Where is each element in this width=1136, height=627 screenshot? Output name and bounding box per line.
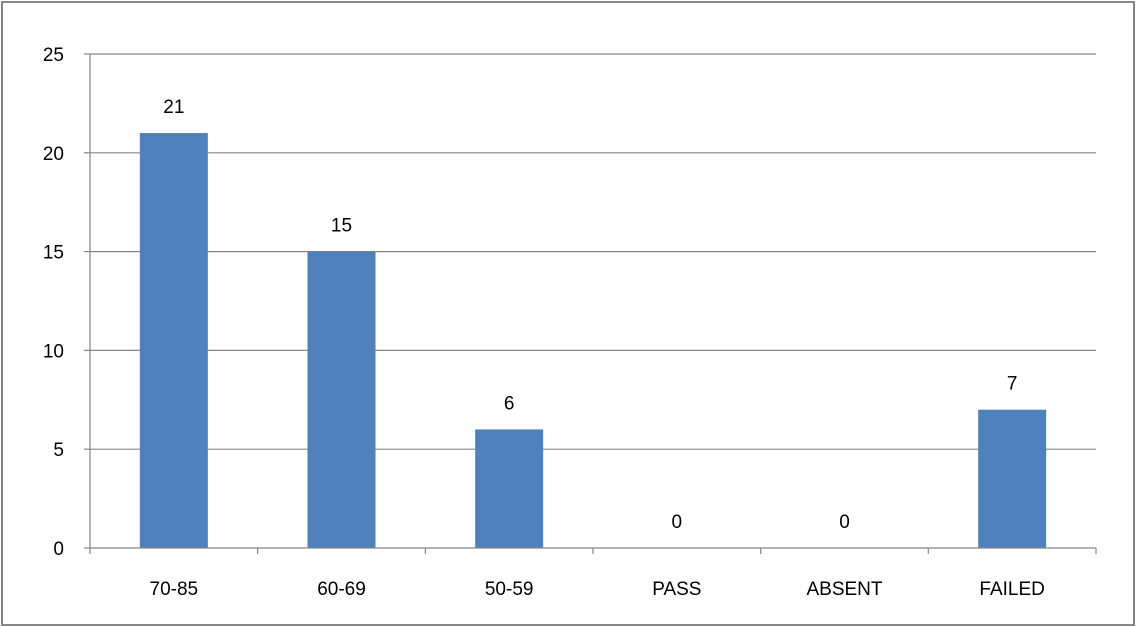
bar-60-69	[307, 251, 376, 548]
y-tick-label: 25	[43, 45, 64, 66]
labels: 0 5 10 15 20 25 21 70-85 15 60-69 6 50-59 0 PASS 0 ABSE…	[43, 45, 1045, 600]
data-label: 6	[504, 393, 515, 414]
y-tick-label: 20	[43, 144, 64, 165]
bar-70-85	[139, 133, 208, 549]
axes	[84, 53, 1097, 554]
data-label: 7	[1007, 374, 1018, 395]
x-tick-label: ABSENT	[806, 579, 882, 600]
x-tick-label: FAILED	[979, 579, 1044, 600]
data-label: 21	[163, 97, 184, 118]
y-tick-label: 15	[43, 243, 64, 264]
gridlines	[90, 53, 1096, 450]
y-tick-label: 10	[43, 341, 64, 362]
x-tick-label: 60-69	[317, 579, 366, 600]
data-label: 0	[839, 512, 850, 533]
x-tick-label: PASS	[652, 579, 701, 600]
x-tick-label: 70-85	[150, 579, 199, 600]
bar-50-59	[475, 429, 544, 548]
y-tick-label: 0	[53, 539, 64, 560]
y-tick-label: 5	[53, 440, 64, 461]
data-label: 0	[672, 512, 683, 533]
bars	[139, 133, 1047, 549]
data-label: 15	[331, 216, 352, 237]
bar-failed	[978, 409, 1047, 548]
x-tick-label: 50-59	[485, 579, 534, 600]
